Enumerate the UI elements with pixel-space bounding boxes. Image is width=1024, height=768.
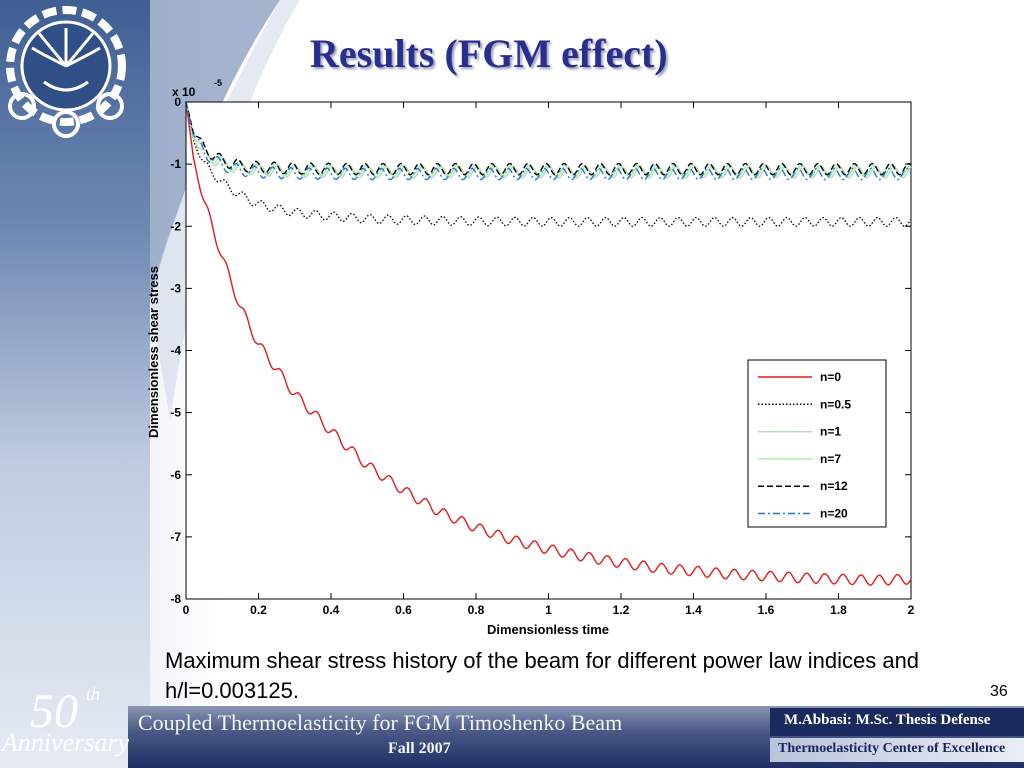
- university-logo: [6, 6, 126, 138]
- y-tick-label: -5: [170, 406, 181, 420]
- y-axis-multiplier-exponent: -5: [214, 78, 222, 88]
- legend-label: n=7: [820, 452, 841, 466]
- legend-label: n=12: [820, 479, 848, 493]
- x-tick-label: 1: [545, 603, 552, 617]
- x-tick-label: 1.4: [685, 603, 702, 617]
- slide-number: 36: [990, 683, 1008, 700]
- footer-center-band: [770, 738, 1024, 762]
- x-tick-label: 0.8: [468, 603, 485, 617]
- slide-background-left: [0, 0, 150, 768]
- footer-author: M.Abbasi: M.Sc. Thesis Defense: [784, 712, 991, 728]
- series-line-n-1: [185, 101, 912, 179]
- y-tick-label: 0: [174, 95, 181, 109]
- slide-title: Results (FGM effect): [310, 31, 668, 76]
- series-line-n-20: [185, 101, 912, 181]
- x-tick-label: 0.6: [395, 603, 412, 617]
- series-lines: [185, 101, 912, 586]
- footer-center-name: Thermoelasticity Center of Excellence: [778, 741, 1006, 756]
- x-tick-label: 2: [908, 603, 915, 617]
- x-tick-label: 1.2: [613, 603, 630, 617]
- y-axis-label: Dimensionless shear stress: [146, 266, 161, 438]
- footer-term: Fall 2007: [388, 740, 451, 757]
- y-tick-label: -8: [170, 592, 181, 606]
- series-line-n-0-5: [185, 101, 912, 227]
- figure-caption: Maximum shear stress history of the beam…: [165, 648, 920, 703]
- y-tick-label: -4: [170, 344, 181, 358]
- y-tick-label: -7: [170, 530, 181, 544]
- y-tick-label: -2: [170, 219, 181, 233]
- x-tick-label: 1.6: [758, 603, 775, 617]
- legend-label: n=1: [820, 425, 841, 439]
- series-line-n-0: [185, 101, 912, 586]
- x-tick-label: 0.4: [323, 603, 340, 617]
- axis-ticks: 0 0.2 0.4 0.6 0.8 1 1.2 1.4 1.6 1.8 2 0 -1 -2 -3 -4 -5 -6…: [170, 95, 914, 617]
- anniversary-number: 50: [30, 685, 78, 738]
- series-line-n-12: [185, 101, 912, 176]
- y-axis-multiplier: x 10: [172, 85, 196, 99]
- x-tick-label: 0: [183, 603, 190, 617]
- legend-label: n=0.5: [820, 397, 851, 411]
- x-tick-label: 0.2: [250, 603, 267, 617]
- legend-label: n=0: [820, 370, 841, 384]
- x-tick-label: 1.8: [830, 603, 847, 617]
- anniversary-word: Anniversary: [2, 728, 130, 757]
- x-axis-label: Dimensionless time: [487, 622, 609, 637]
- footer-course-title: Coupled Thermoelasticity for FGM Timoshe…: [138, 710, 623, 735]
- y-tick-label: -1: [170, 157, 181, 171]
- y-tick-label: -3: [170, 281, 181, 295]
- y-tick-label: -6: [170, 468, 181, 482]
- legend-box: [747, 359, 887, 528]
- legend: n=0 n=0.5 n=1 n=7 n=12 n=20: [747, 359, 887, 528]
- footer-author-band: [770, 708, 1024, 736]
- legend-label: n=20: [820, 507, 848, 521]
- anniversary-suffix: th: [86, 684, 101, 704]
